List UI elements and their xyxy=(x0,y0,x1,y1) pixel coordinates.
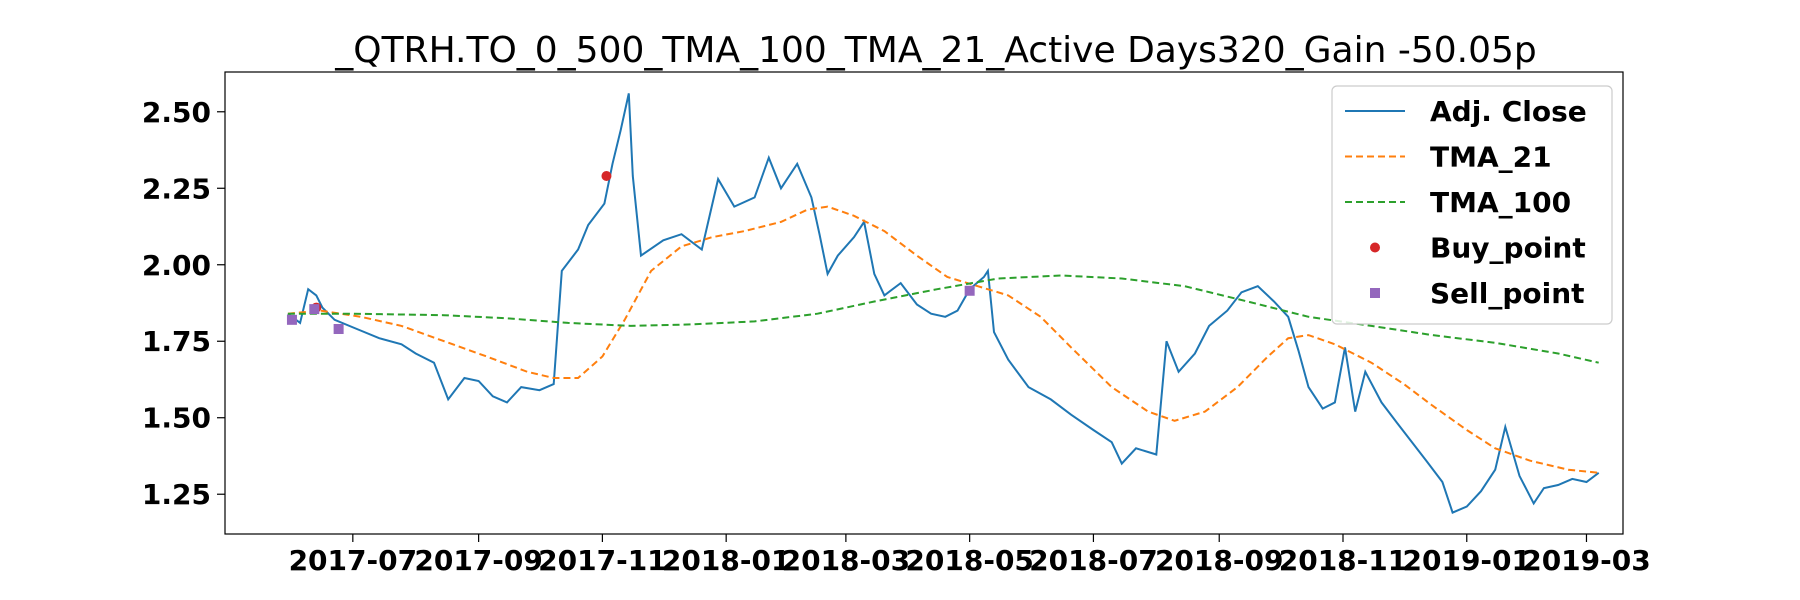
legend-label-tma-100: TMA_100 xyxy=(1430,186,1571,219)
legend-label-sell-point: Sell_point xyxy=(1430,277,1585,310)
y-axis: 1.25 1.50 1.75 2.00 2.25 2.50 xyxy=(142,96,225,511)
legend-item-adj-close: Adj. Close xyxy=(1345,95,1587,128)
x-axis: 2017-072017-092017-112018-012018-032018-… xyxy=(289,534,1651,577)
plot-area-frame xyxy=(224,71,1624,535)
x-tick-label: 2018-11 xyxy=(1279,544,1408,577)
x-tick-label: 2017-07 xyxy=(289,544,418,577)
x-tick-label: 2017-09 xyxy=(414,544,543,577)
y-tick-label: 2.25 xyxy=(142,172,211,205)
legend-box xyxy=(1331,85,1613,325)
sell-point-marker xyxy=(333,324,344,335)
x-tick-label: 2019-01 xyxy=(1403,544,1532,577)
legend-item-buy-point: Buy_point xyxy=(1370,232,1586,265)
x-tick-label: 2018-07 xyxy=(1029,544,1158,577)
marker-layer xyxy=(286,171,975,335)
y-tick-label: 1.75 xyxy=(142,325,211,358)
legend-label-adj-close: Adj. Close xyxy=(1430,95,1587,128)
x-tick-label: 2018-03 xyxy=(782,544,911,577)
y-tick-label: 1.50 xyxy=(142,402,211,435)
buy-point-marker xyxy=(601,171,612,182)
sell-point-marker xyxy=(286,314,297,325)
sell-point-marker xyxy=(964,285,975,296)
legend-item-tma-100: TMA_100 xyxy=(1345,186,1571,219)
x-tick-label: 2018-01 xyxy=(662,544,791,577)
x-tick-label: 2017-11 xyxy=(538,544,667,577)
series-line-adj-close xyxy=(287,93,1600,514)
legend: Adj. Close TMA_21 TMA_100 Buy_point Sell_poi… xyxy=(1331,85,1613,325)
x-tick-label: 2019-03 xyxy=(1522,544,1651,577)
legend-label-buy-point: Buy_point xyxy=(1430,232,1586,265)
y-tick-label: 1.25 xyxy=(142,478,211,511)
x-tick-label: 2018-05 xyxy=(905,544,1034,577)
legend-item-tma-21: TMA_21 xyxy=(1345,141,1552,174)
legend-swatch-sell-point xyxy=(1370,288,1380,298)
series-layer xyxy=(287,93,1600,514)
y-tick-label: 2.50 xyxy=(142,96,211,129)
series-line-tma-21 xyxy=(287,205,1599,474)
x-tick-label: 2018-09 xyxy=(1155,544,1284,577)
chart-title: _QTRH.TO_0_500_TMA_100_TMA_21_Active Day… xyxy=(334,30,1537,71)
legend-label-tma-21: TMA_21 xyxy=(1430,141,1552,174)
series-line-tma-100 xyxy=(287,274,1599,364)
y-tick-label: 2.00 xyxy=(142,249,211,282)
legend-swatch-buy-point xyxy=(1370,242,1380,253)
legend-item-sell-point: Sell_point xyxy=(1370,277,1585,310)
sell-point-marker xyxy=(309,304,320,315)
